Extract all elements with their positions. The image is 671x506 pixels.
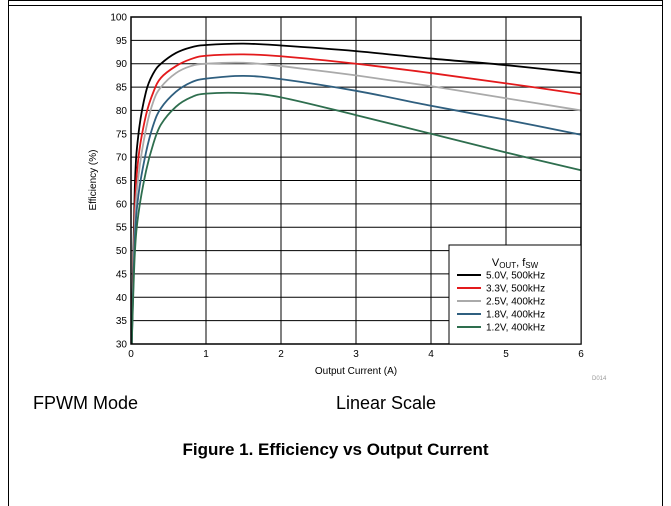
legend-title-sub-sw: SW (525, 261, 538, 270)
x-tick-label: 2 (278, 349, 284, 360)
legend-items: 5.0V, 500kHz 3.3V, 500kHz 2.5V, 400kHz 1.8V… (457, 271, 545, 334)
legend-entry: 1.8V, 400kHz (486, 310, 545, 321)
y-tick-labels: 30 35 40 45 50 55 60 65 70 75 80 85 90 95 100 (110, 13, 127, 351)
x-axis-label: Output Current (A) (315, 366, 397, 377)
y-tick-label: 90 (116, 59, 128, 70)
series-line (130, 53, 582, 345)
legend-entry: 3.3V, 500kHz (486, 284, 545, 295)
legend-title: VOUT, fSW (492, 257, 539, 270)
y-tick-label: 70 (116, 153, 128, 164)
x-tick-label: 5 (503, 349, 509, 360)
x-tick-label: 3 (353, 349, 359, 360)
mode-note: FPWM Mode (33, 393, 139, 413)
x-tick-label: 6 (578, 349, 584, 360)
legend: VOUT, fSW 5.0V, 500kHz 3.3V, 500kHz 2.5V, … (448, 244, 582, 345)
legend-entry: 1.2V, 400kHz (486, 323, 545, 334)
y-tick-label: 85 (116, 83, 128, 94)
legend-title-sub-out: OUT (499, 261, 516, 270)
y-tick-label: 35 (116, 316, 128, 327)
y-tick-label: 45 (116, 269, 128, 280)
y-tick-label: 80 (116, 106, 128, 117)
y-tick-label: 95 (116, 36, 128, 47)
x-tick-label: 1 (203, 349, 209, 360)
y-tick-label: 55 (116, 223, 128, 234)
scale-note: Linear Scale (336, 393, 437, 413)
legend-entry: 5.0V, 500kHz (486, 271, 545, 282)
y-tick-label: 65 (116, 176, 128, 187)
y-tick-label: 30 (116, 340, 128, 351)
y-tick-label: 60 (116, 199, 128, 210)
figure-frame (8, 0, 663, 506)
series-line (130, 91, 582, 345)
y-tick-label: 50 (116, 246, 128, 257)
x-tick-label: 0 (128, 349, 134, 360)
y-tick-label: 100 (110, 13, 127, 24)
y-tick-label: 40 (116, 293, 128, 304)
x-tick-label: 4 (428, 349, 434, 360)
series-lines (130, 42, 582, 345)
y-axis-label: Efficiency (%) (88, 150, 99, 211)
figure-caption: Figure 1. Efficiency vs Output Current (182, 440, 489, 459)
figure-top-border (8, 0, 663, 6)
y-tick-label: 75 (116, 129, 128, 140)
legend-title-mid: , f (516, 257, 526, 269)
series-line (130, 74, 582, 345)
legend-entry: 2.5V, 400kHz (486, 297, 545, 308)
legend-title-main: V (492, 257, 500, 269)
series-line (130, 61, 582, 345)
x-tick-labels: 0 1 2 3 4 5 6 (128, 349, 584, 360)
series-line (130, 42, 582, 345)
plot-area-border (130, 16, 582, 345)
figure-code: D014 (592, 376, 607, 382)
